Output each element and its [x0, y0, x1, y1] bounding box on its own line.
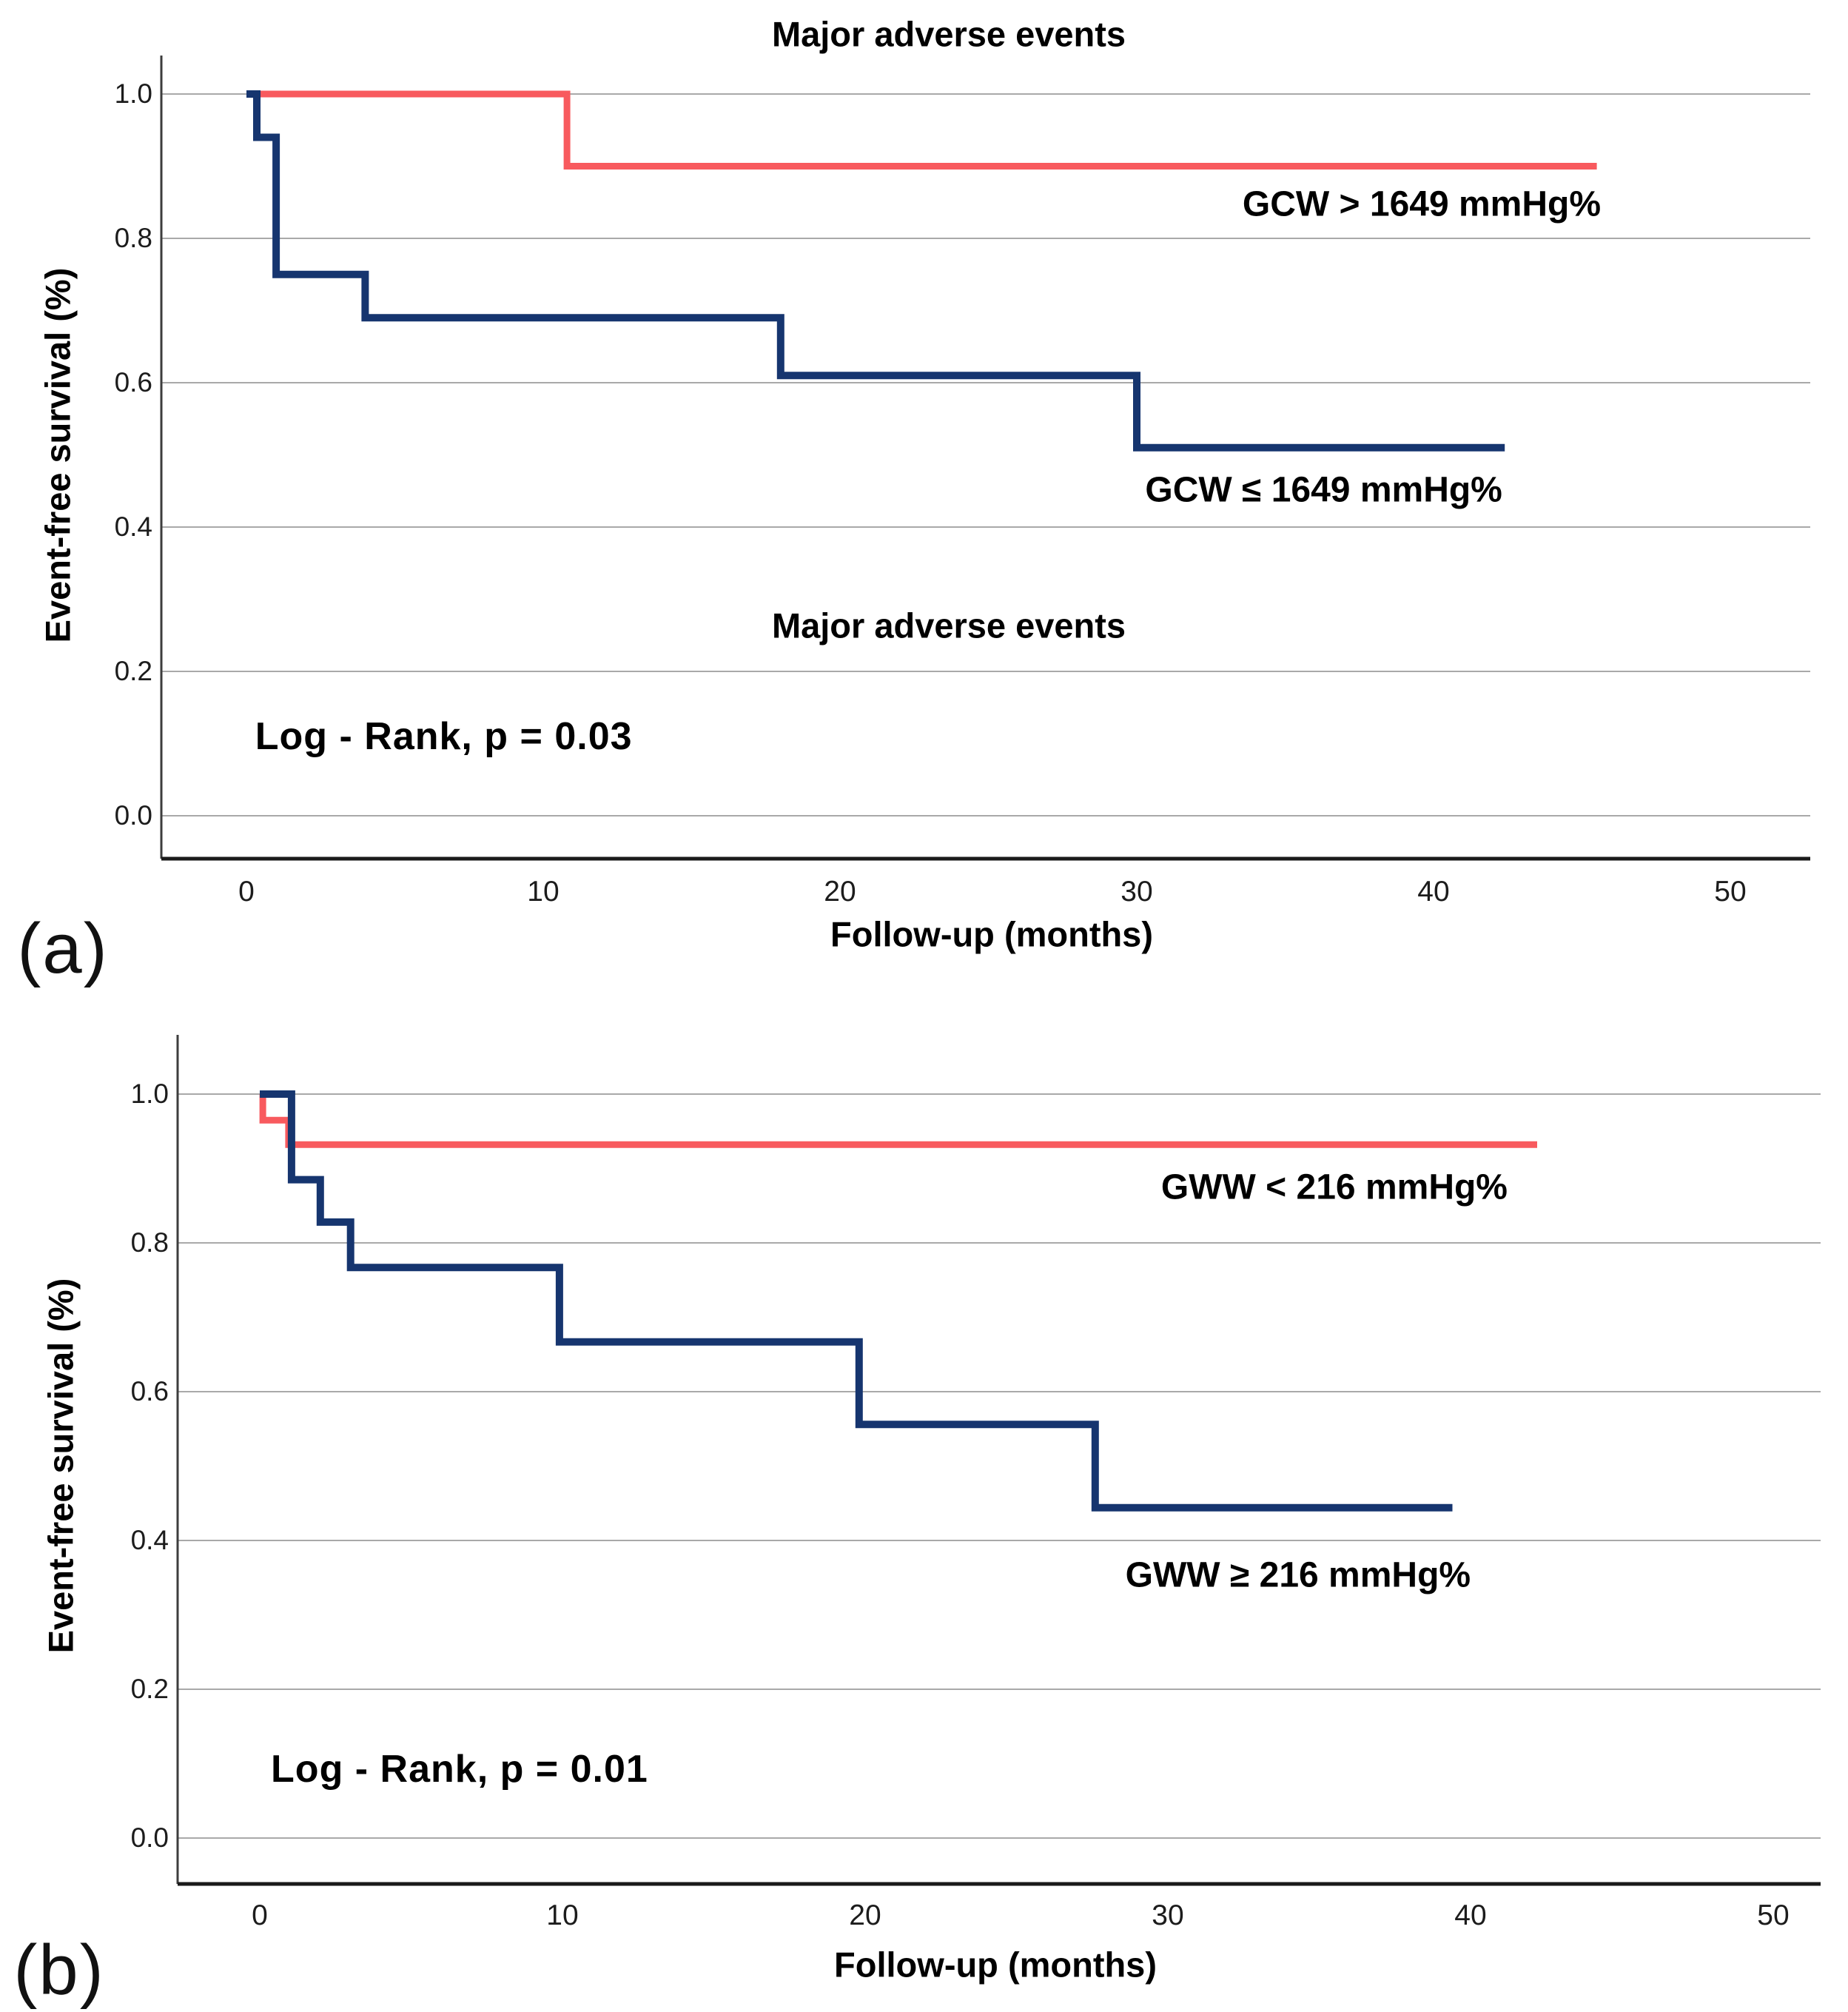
x-tick-label-20: 20: [824, 876, 856, 908]
x-axis-title: Follow-up (months): [830, 914, 1153, 954]
panel-letter-b: (b): [13, 1931, 105, 2010]
x-tick-label-50: 50: [1757, 1899, 1790, 1931]
y-tick-label-0.2: 0.2: [114, 656, 152, 686]
y-tick-label-0.6: 0.6: [114, 367, 152, 398]
panel-a: [160, 56, 1810, 861]
x-tick-label-30: 30: [1152, 1899, 1184, 1931]
y-axis-title: Event-free survival (%): [41, 1278, 81, 1654]
y-tick-label-0.4: 0.4: [130, 1525, 169, 1555]
y-tick-label-0.8: 0.8: [114, 223, 152, 253]
x-tick-label-40: 40: [1454, 1899, 1487, 1931]
curve-gww-216-mmhg: [259, 1090, 1537, 1148]
log-rank-annotation: Log - Rank, p = 0.03: [255, 714, 633, 758]
y-tick-label-0.0: 0.0: [114, 800, 152, 831]
x-tick-label-20: 20: [849, 1899, 881, 1931]
x-tick-label-40: 40: [1417, 876, 1450, 908]
y-tick-label-0.6: 0.6: [130, 1376, 169, 1406]
x-axis-title: Follow-up (months): [834, 1945, 1157, 1985]
x-tick-label-50: 50: [1714, 876, 1747, 908]
y-axis-title: Event-free survival (%): [38, 267, 78, 643]
curve-gcw-1649-mmhg: [246, 90, 1597, 170]
panel-letter-a: (a): [17, 909, 109, 988]
y-tick-label-1.0: 1.0: [114, 78, 152, 109]
series-label-gww-216-mmhg: GWW ≥ 216 mmHg%: [1125, 1555, 1471, 1595]
series-label-gcw-1649-mmhg: GCW > 1649 mmHg%: [1242, 184, 1602, 224]
series-label-gww-216-mmhg: GWW < 216 mmHg%: [1160, 1167, 1508, 1207]
panel-title: Major adverse events: [771, 606, 1126, 645]
log-rank-annotation: Log - Rank, p = 0.01: [271, 1747, 648, 1791]
y-tick-label-1.0: 1.0: [130, 1079, 169, 1109]
curve-gww-216-mmhg: [260, 1090, 1453, 1512]
curve-gcw-1649-mmhg: [246, 90, 1505, 452]
y-tick-label-0.2: 0.2: [130, 1674, 169, 1704]
x-tick-label-0: 0: [252, 1899, 268, 1931]
series-label-gcw-1649-mmhg: GCW ≤ 1649 mmHg%: [1145, 470, 1502, 510]
x-tick-label-0: 0: [238, 876, 255, 908]
x-tick-label-10: 10: [546, 1899, 579, 1931]
y-tick-label-0.8: 0.8: [130, 1227, 169, 1258]
y-tick-label-0.4: 0.4: [114, 512, 152, 542]
panel-title: Major adverse events: [771, 14, 1126, 54]
x-tick-label-10: 10: [527, 876, 560, 908]
panel-b: [176, 1035, 1821, 1886]
x-tick-label-30: 30: [1120, 876, 1153, 908]
y-tick-label-0.0: 0.0: [130, 1822, 169, 1853]
